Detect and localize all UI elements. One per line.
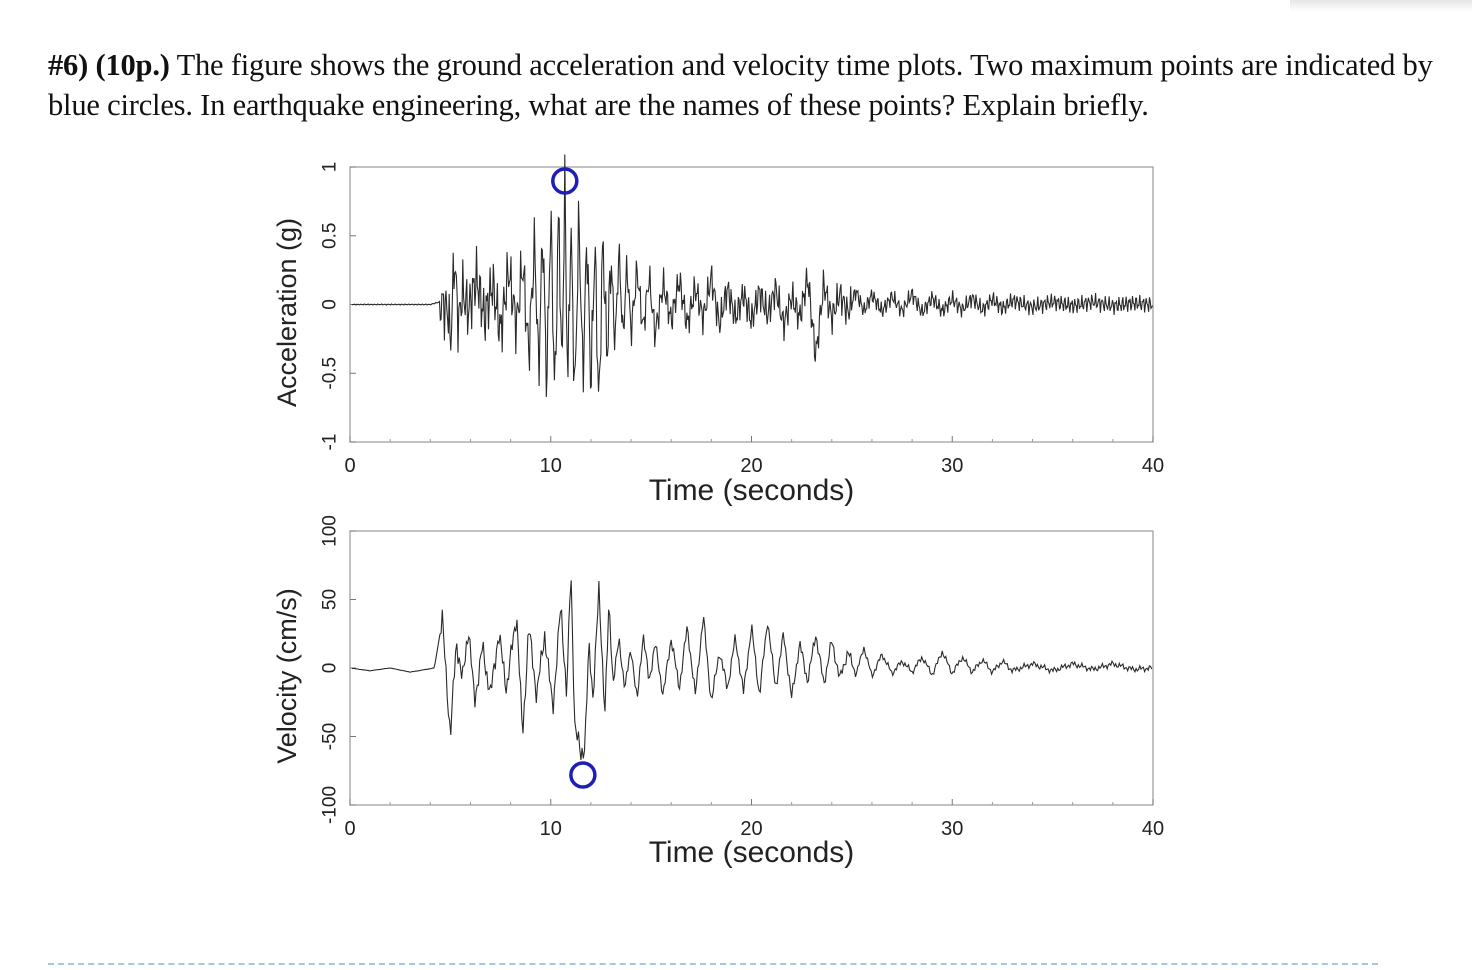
question-body: The figure shows the ground acceleration… <box>48 48 1433 122</box>
x-tick-label: 0 <box>344 818 355 840</box>
x-tick-label: 30 <box>941 818 963 840</box>
y-tick-label: 0 <box>320 299 341 310</box>
question-points: (10p.) <box>95 48 170 82</box>
y-axis-title: Acceleration (g) <box>272 218 302 407</box>
peak-marker-circle <box>551 167 579 195</box>
y-tick-label: -100 <box>320 786 341 824</box>
y-tick-label: 1 <box>320 162 341 173</box>
y-tick-label: -1 <box>320 434 341 451</box>
x-axis-title: Time (seconds) <box>649 836 855 869</box>
peak-marker-circle <box>569 761 597 789</box>
question-text: #6) (10p.) The figure shows the ground a… <box>48 45 1448 125</box>
y-tick-label: 100 <box>320 515 341 547</box>
signal-trace <box>351 580 1153 760</box>
x-tick-label: 40 <box>1142 455 1164 477</box>
x-axis-title: Time (seconds) <box>649 474 855 507</box>
x-tick-label: 20 <box>740 455 762 477</box>
y-tick-label: 0 <box>320 663 341 674</box>
y-axis-title: Velocity (cm/s) <box>272 588 302 764</box>
section-divider <box>48 963 1378 965</box>
x-tick-label: 10 <box>540 455 562 477</box>
velocity-plot: 0 10 20 30 40 100 50 0 -50 -100 Velocity (cm/s) Tim… <box>272 515 1164 869</box>
y-tick-label: -50 <box>320 723 341 750</box>
acceleration-plot: 0 10 20 30 40 1 0.5 0 -0.5 -1 Acceleration (g) Time… <box>272 154 1164 507</box>
x-tick-label: 10 <box>540 818 562 840</box>
plot-frame <box>349 530 1154 806</box>
x-tick-label: 0 <box>344 455 355 477</box>
y-tick-label: 0.5 <box>320 223 341 249</box>
window-corner-shadow <box>1290 0 1472 12</box>
signal-trace <box>351 154 1154 398</box>
x-tick-label: 20 <box>740 818 762 840</box>
y-tick-label: 50 <box>320 589 341 610</box>
x-tick-label: 30 <box>941 455 963 477</box>
x-tick-label: 40 <box>1142 818 1164 840</box>
y-tick-label: -0.5 <box>320 357 341 390</box>
question-number: #6) <box>48 48 89 82</box>
